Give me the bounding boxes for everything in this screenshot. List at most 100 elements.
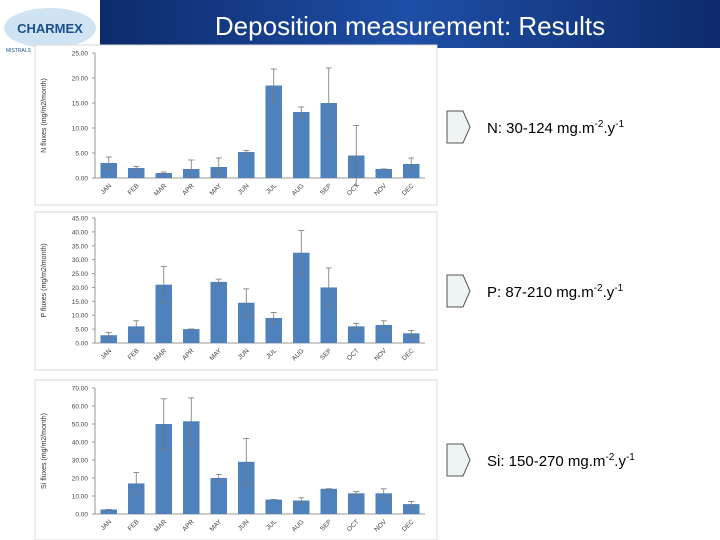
bar [100,509,117,514]
arrow [446,443,471,477]
bar [293,112,310,178]
y-tick-label: 40.00 [72,229,89,236]
annotation-text: Si: 150-270 mg.m [487,453,605,470]
bar [403,504,420,514]
annotation: N: 30-124 mg.m-2.y-1 [487,119,624,137]
annotation-superscript: -2 [594,283,603,294]
slide-title: Deposition measurement: Results [215,11,605,41]
error-bar [105,156,112,170]
header-band [100,0,720,48]
error-bar [380,320,387,330]
bar [320,103,337,178]
bar [210,478,227,514]
y-tick-label: 30.00 [72,458,89,465]
bar [403,333,420,343]
annotation: Si: 150-270 mg.m-2.y-1 [487,452,635,470]
bar [348,326,365,343]
y-tick-label: 5.00 [75,327,88,334]
error-bar [188,159,195,179]
error-bar [380,488,387,499]
y-tick-label: 15.00 [72,101,89,108]
arrow [446,110,471,144]
error-bar [215,157,222,177]
y-tick-label: 20.00 [72,76,89,83]
y-tick-label: 35.00 [72,243,89,250]
bar [155,284,172,343]
bar [238,152,255,178]
y-tick-label: 70.00 [72,386,89,393]
y-tick-label: 25.00 [72,51,89,58]
y-tick-label: 50.00 [72,422,89,429]
bar [293,500,310,514]
error-bar [243,288,250,318]
y-tick-label: 0.00 [75,512,88,519]
bar [210,281,227,343]
bar [403,164,420,178]
error-bar [160,266,167,304]
bar [265,85,282,178]
logo-text: CHARMEX [17,21,83,36]
annotation-superscript: -2 [605,452,614,463]
y-tick-label: 30.00 [72,257,89,264]
y-tick-label: 40.00 [72,440,89,447]
bar [265,318,282,343]
error-bar [298,497,305,504]
bar [238,302,255,343]
error-bar [298,230,305,276]
y-axis-label: P fluxes (mg/m2/month) [41,243,48,317]
error-bar [325,67,332,139]
y-tick-label: 10.00 [72,126,89,133]
error-bar [353,491,360,496]
y-tick-label: 5.00 [75,151,88,158]
annotation-text: P: 87-210 mg.m [487,284,594,301]
y-tick-label: 25.00 [72,271,89,278]
annotation-superscript: -1 [626,452,635,463]
error-bar [270,312,277,324]
y-tick-label: 60.00 [72,404,89,411]
bar [265,499,282,514]
y-tick-label: 10.00 [72,313,89,320]
bar [128,483,145,514]
bar [375,324,392,343]
bar [293,252,310,343]
y-axis-label: N fluxes (mg/m2/month) [41,78,48,153]
error-bar [243,437,250,486]
error-bar [133,320,140,333]
error-bar [133,472,140,495]
error-bar [325,267,332,308]
bar [128,326,145,343]
logo-program: MISTRALS [6,48,32,54]
error-bar [243,150,250,154]
error-bar [408,330,415,337]
annotation: P: 87-210 mg.m-2.y-1 [487,283,624,301]
error-bar [353,323,360,330]
y-tick-label: 10.00 [72,494,89,501]
error-bar [160,171,167,175]
bar [183,329,200,343]
bar [155,173,172,178]
bar [375,169,392,178]
annotation-superscript: -2 [595,119,604,130]
bar [320,287,337,343]
error-bar [270,68,277,103]
error-bar [298,106,305,118]
y-tick-label: 45.00 [72,216,89,223]
y-tick-label: 20.00 [72,285,89,292]
bar [375,493,392,514]
error-bar [133,166,140,170]
y-tick-label: 0.00 [75,176,88,183]
bar [155,424,172,514]
arrow [446,274,471,308]
error-bar [215,278,222,286]
bar [128,168,145,178]
bar [100,163,117,178]
y-tick-label: 0.00 [75,341,88,348]
y-axis-label: Si fluxes (mg/m2/month) [41,413,48,489]
annotation-text: N: 30-124 mg.m [487,120,595,137]
annotation-superscript: -1 [614,283,623,294]
bar [100,335,117,343]
annotation-text: .y [603,120,615,137]
error-bar [408,500,415,508]
error-bar [105,332,112,339]
